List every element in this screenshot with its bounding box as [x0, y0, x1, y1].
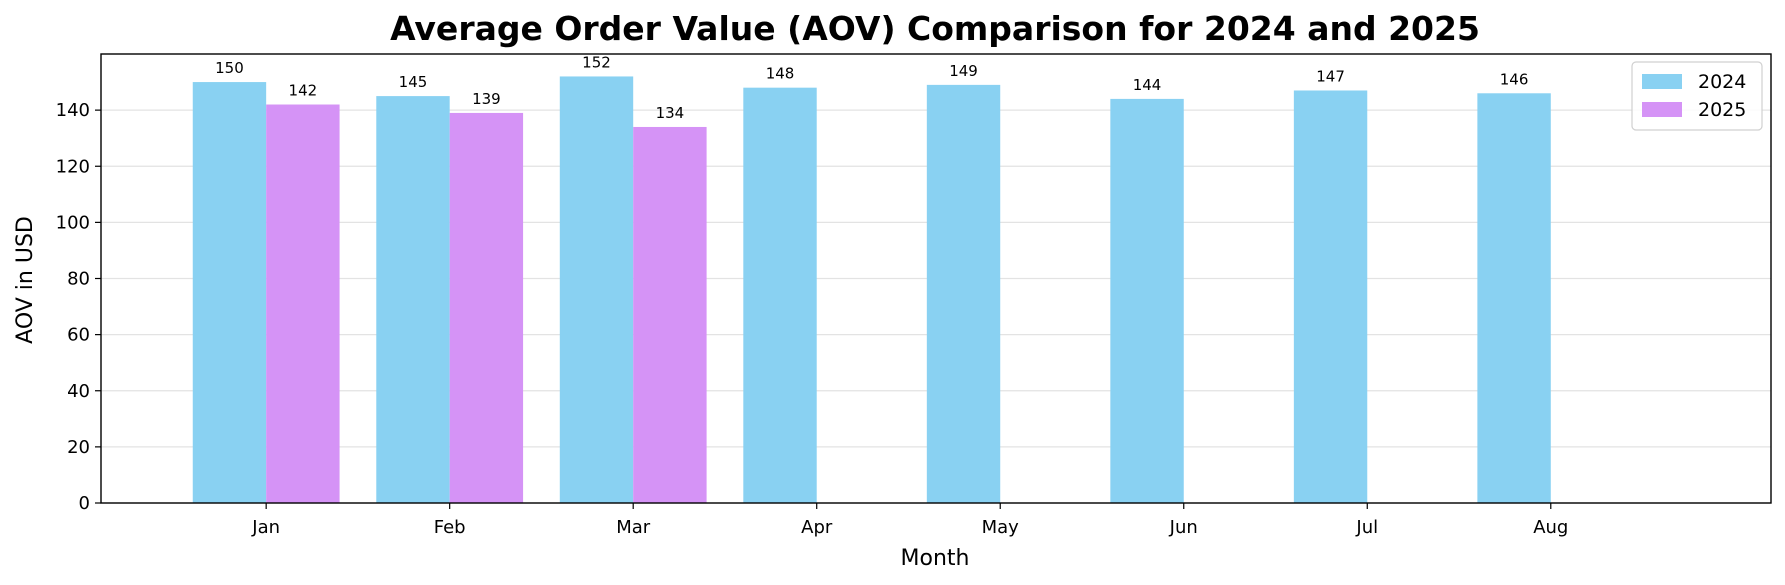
y-tick-label: 20 — [67, 437, 90, 458]
x-tick-label-may: May — [982, 517, 1020, 538]
y-axis-label: AOV in USD — [13, 216, 38, 344]
y-tick-label: 40 — [67, 381, 90, 402]
data-label-2024-jul: 147 — [1316, 67, 1345, 85]
legend-label-2024: 2024 — [1698, 71, 1746, 93]
bar-2024-jul — [1293, 90, 1368, 503]
legend-label-2025: 2025 — [1698, 99, 1746, 121]
bar-2024-may — [926, 84, 1001, 504]
data-label-2024-may: 149 — [949, 62, 978, 80]
x-tick-label-apr: Apr — [801, 517, 833, 538]
bar-2024-jun — [1110, 98, 1184, 504]
data-labels: 150 142 145 139 152 134 148 149 144 147 146 — [215, 53, 1528, 122]
data-label-2025-mar: 134 — [656, 104, 685, 122]
x-tick-label-mar: Mar — [616, 517, 651, 538]
y-tick-label: 0 — [79, 493, 90, 514]
y-tick-label: 80 — [67, 269, 90, 290]
chart-title: Average Order Value (AOV) Comparison for… — [390, 9, 1480, 48]
bar-2024-mar — [559, 76, 634, 503]
legend-swatch-2025 — [1642, 102, 1682, 117]
x-tick-label-feb: Feb — [434, 517, 466, 538]
x-axis-label: Month — [901, 546, 970, 571]
bar-2024-apr — [743, 87, 817, 504]
data-label-2024-mar: 152 — [582, 53, 611, 71]
x-tick-label-jun: Jun — [1169, 517, 1198, 538]
y-tick-label: 100 — [56, 212, 90, 233]
ticks: 0 20 40 60 80 100 120 140 Jan Feb Mar Apr May Jun Jul A… — [56, 100, 1569, 538]
bar-2024-jan — [192, 82, 267, 503]
y-tick-label: 120 — [56, 156, 90, 177]
bar-2024-feb — [376, 96, 450, 503]
bars — [192, 76, 1551, 504]
bar-2025-feb — [449, 112, 524, 504]
data-label-2024-apr: 148 — [766, 65, 795, 83]
data-label-2024-jan: 150 — [215, 59, 244, 77]
legend-swatch-2024 — [1642, 74, 1682, 89]
x-tick-label-aug: Aug — [1533, 517, 1568, 538]
legend: 2024 2025 — [1631, 61, 1763, 131]
bar-2025-jan — [266, 104, 340, 503]
x-tick-label-jul: Jul — [1355, 517, 1378, 538]
data-label-2025-jan: 142 — [289, 82, 318, 100]
data-label-2024-feb: 145 — [399, 73, 428, 91]
x-tick-label-jan: Jan — [251, 517, 280, 538]
y-tick-label: 140 — [56, 100, 90, 121]
data-label-2024-jun: 144 — [1133, 76, 1162, 94]
bar-2025-mar — [633, 126, 707, 504]
y-tick-label: 60 — [67, 325, 90, 346]
bar-2024-aug — [1477, 93, 1551, 503]
data-label-2024-aug: 146 — [1500, 70, 1529, 88]
data-label-2025-feb: 139 — [472, 90, 501, 108]
